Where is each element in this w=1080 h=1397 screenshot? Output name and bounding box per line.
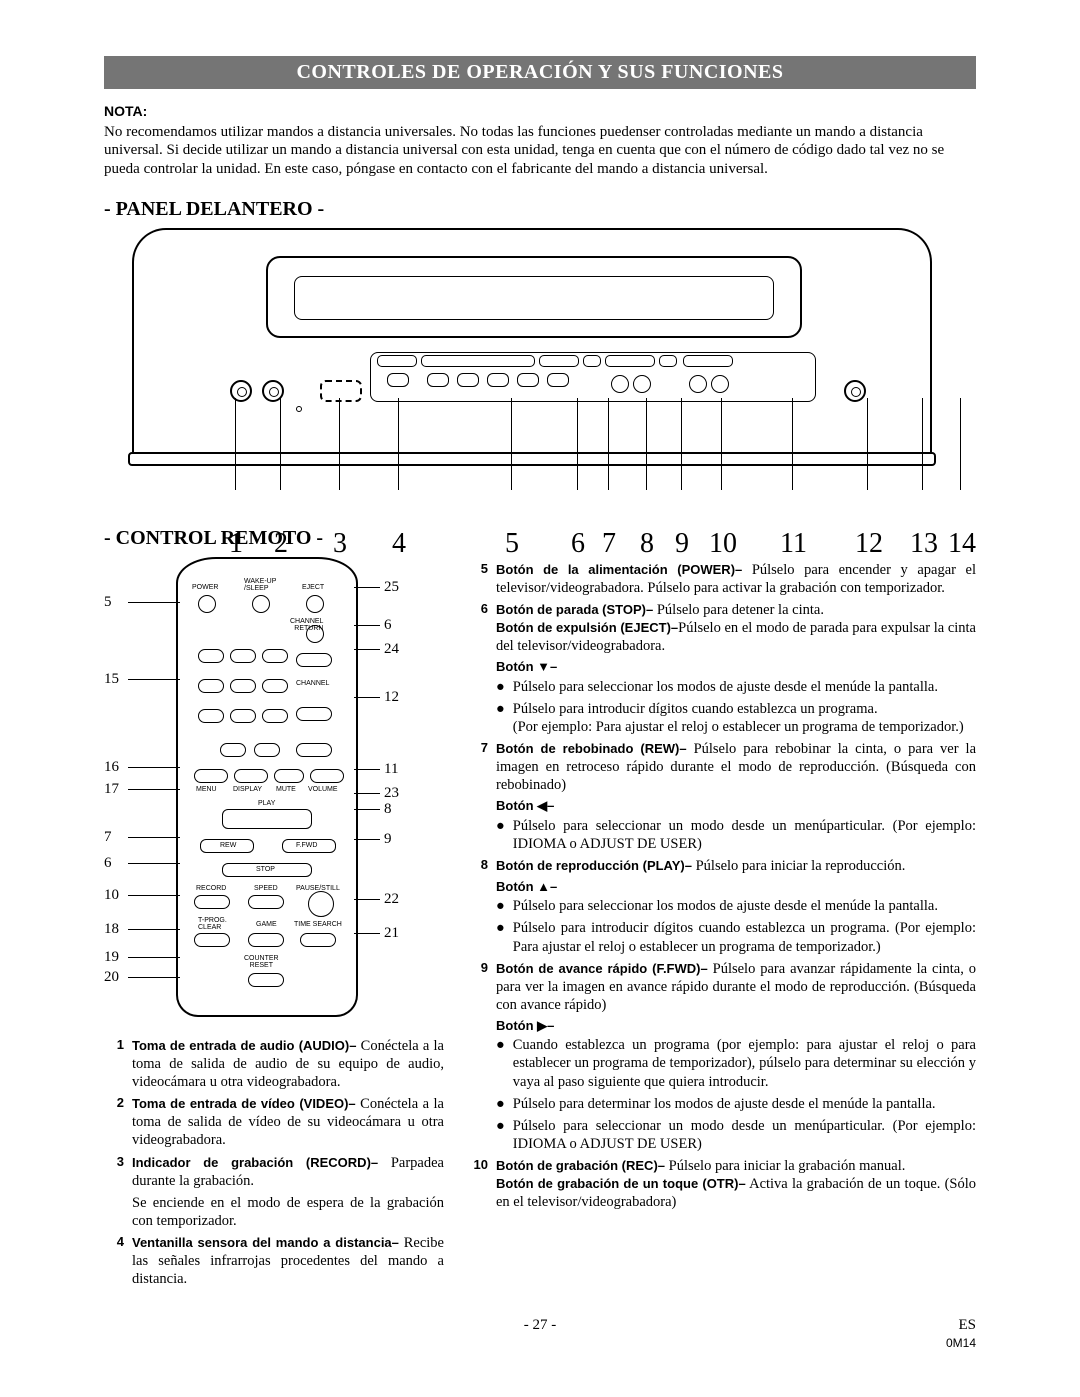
nota-text: No recomendamos utilizar mandos a distan… (104, 123, 976, 179)
panel-callout-7: 7 (602, 526, 616, 561)
panel-callout-5: 5 (505, 526, 519, 561)
panel-callout-3: 3 (333, 526, 347, 561)
items-right-list: 5Botón de la alimentación (POWER)– Púlse… (468, 557, 976, 1293)
page-number: - 27 - (104, 1316, 976, 1335)
remote-diagram: POWER WAKE-UP /SLEEP EJECT CHANNEL RETUR… (104, 557, 444, 1037)
remote-callout-10: 10 (104, 887, 119, 904)
remote-callout-5: 5 (104, 594, 112, 611)
remote-callout-24: 24 (384, 641, 399, 658)
panel-callout-2: 2 (274, 526, 288, 561)
footer-lang: ES (958, 1316, 976, 1335)
panel-callout-6: 6 (571, 526, 585, 561)
remote-callout-8: 8 (384, 801, 392, 818)
panel-callout-8: 8 (640, 526, 654, 561)
panel-callout-4: 4 (392, 526, 406, 561)
remote-callout-9: 9 (384, 831, 392, 848)
remote-callout-18: 18 (104, 921, 119, 938)
panel-callout-14: 14 (948, 526, 976, 561)
remote-callout-6: 6 (384, 617, 392, 634)
remote-callout-6: 6 (104, 855, 112, 872)
panel-callout-1: 1 (229, 526, 243, 561)
remote-callout-23: 23 (384, 785, 399, 802)
remote-callout-20: 20 (104, 969, 119, 986)
remote-callout-22: 22 (384, 891, 399, 908)
remote-callout-21: 21 (384, 925, 399, 942)
remote-callout-12: 12 (384, 689, 399, 706)
remote-callout-16: 16 (104, 759, 119, 776)
remote-callout-25: 25 (384, 579, 399, 596)
nota-label: NOTA: (104, 103, 976, 121)
remote-callout-11: 11 (384, 761, 398, 778)
section-title: CONTROLES DE OPERACIÓN Y SUS FUNCIONES (104, 56, 976, 89)
remote-callout-19: 19 (104, 949, 119, 966)
front-panel-diagram: 1234567891011121314 (104, 228, 976, 508)
panel-callout-11: 11 (780, 526, 807, 561)
panel-callout-9: 9 (675, 526, 689, 561)
footer-code: 0M14 (946, 1336, 976, 1351)
remote-callout-7: 7 (104, 829, 112, 846)
panel-callout-12: 12 (855, 526, 883, 561)
page-footer: - 27 - ES 0M14 (104, 1316, 976, 1335)
remote-callout-15: 15 (104, 671, 119, 688)
heading-panel-delantero: - PANEL DELANTERO - (104, 197, 976, 222)
items-left-list: 1Toma de entrada de audio (AUDIO)– Conéc… (104, 1037, 444, 1289)
remote-callout-17: 17 (104, 781, 119, 798)
panel-callout-10: 10 (709, 526, 737, 561)
panel-callout-13: 13 (910, 526, 938, 561)
